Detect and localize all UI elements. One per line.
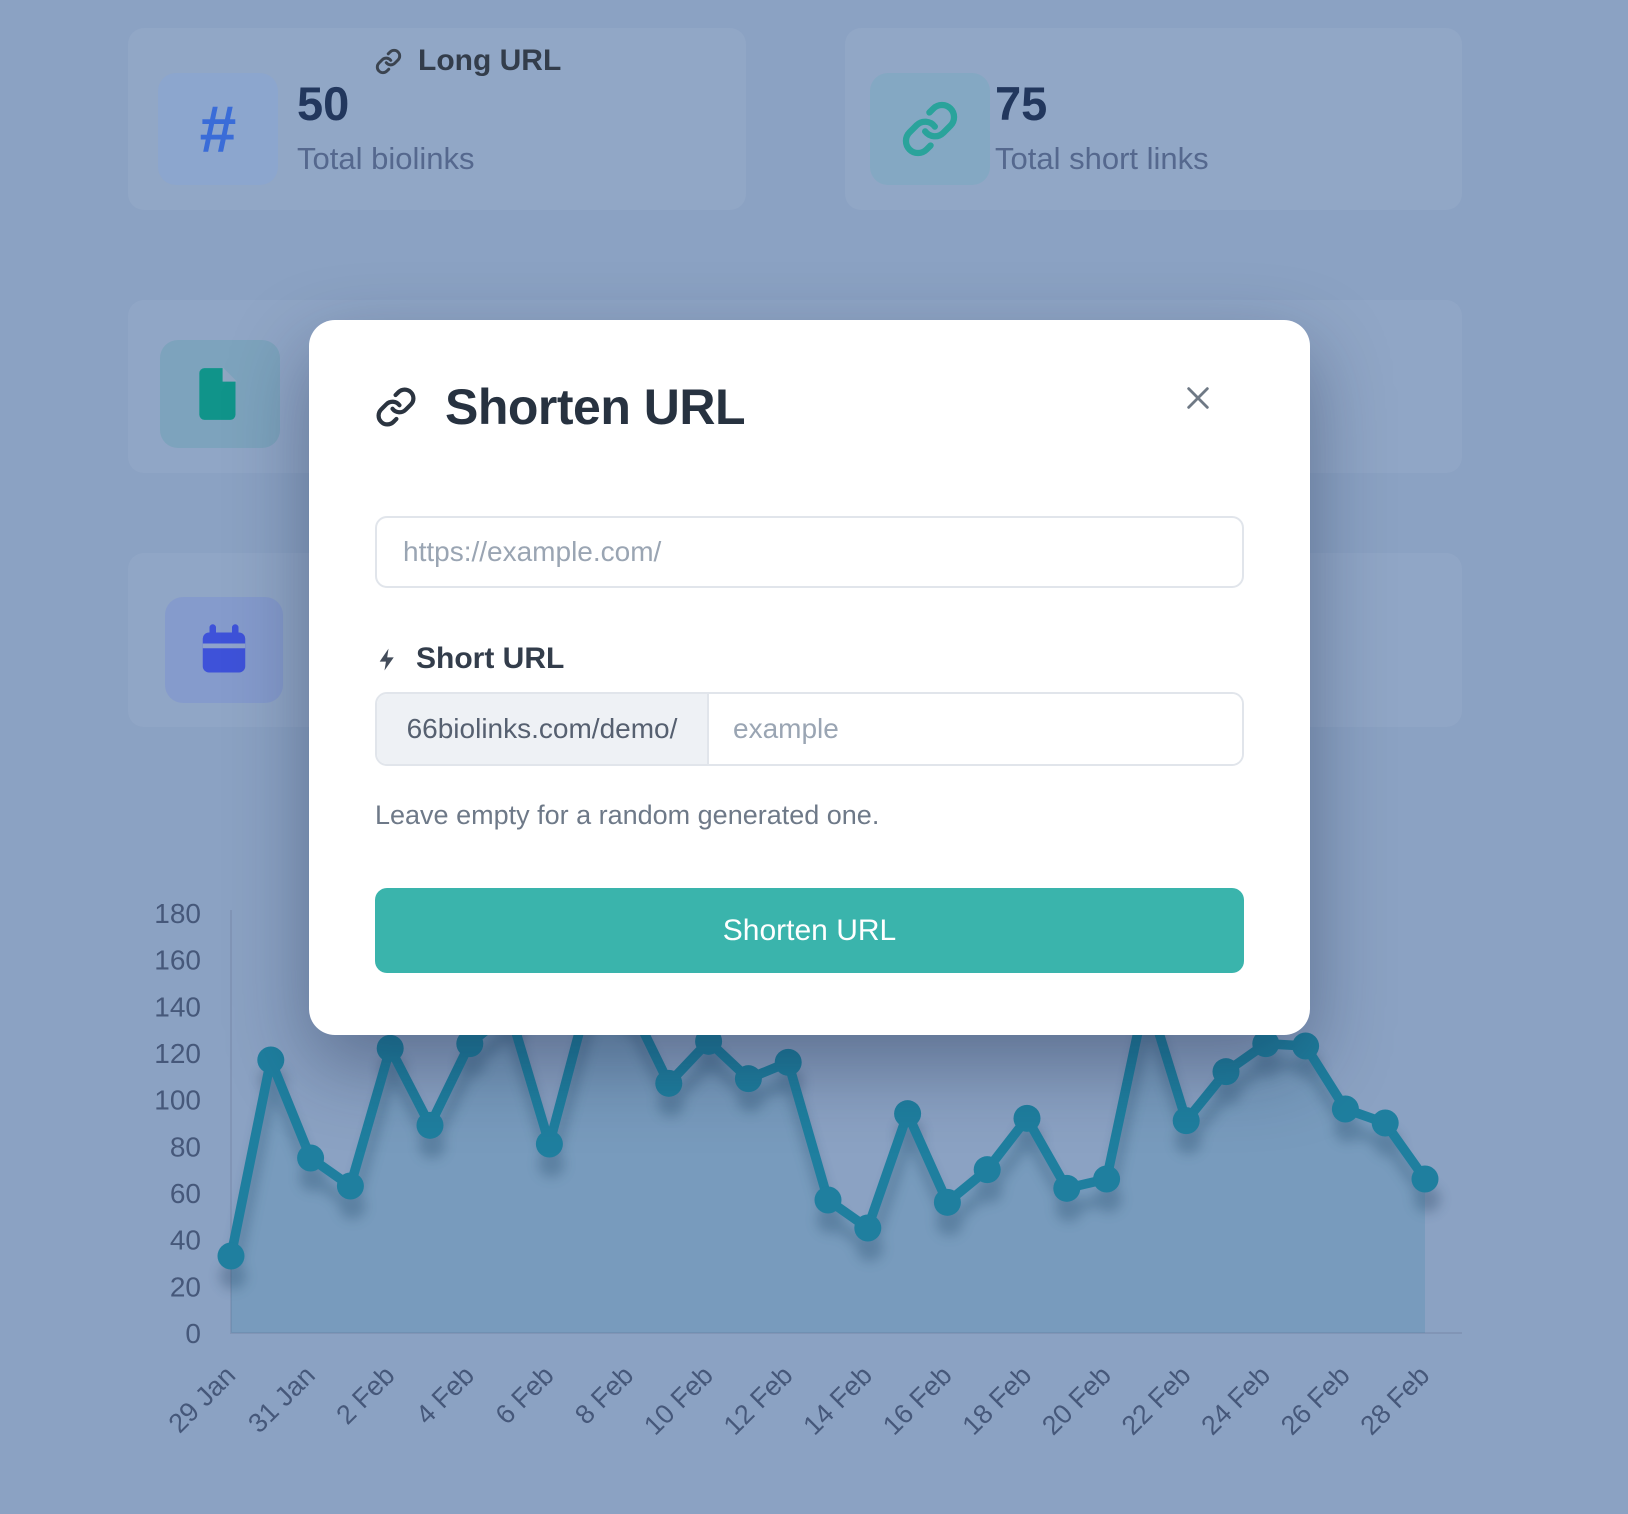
short-url-input-group: 66biolinks.com/demo/ (375, 692, 1244, 766)
stat-label-short-links: Total short links (995, 141, 1209, 176)
short-url-label: Short URL (416, 642, 565, 675)
svg-text:120: 120 (154, 1038, 201, 1069)
svg-text:31 Jan: 31 Jan (242, 1360, 321, 1439)
modal-title: Shorten URL (445, 379, 746, 435)
stat-value-short-links: 75 (995, 77, 1048, 130)
svg-text:26 Feb: 26 Feb (1275, 1360, 1356, 1440)
short-url-prefix: 66biolinks.com/demo/ (377, 694, 709, 764)
shorten-url-modal: Shorten URL Long URL (309, 44, 1310, 1035)
document-icon (189, 363, 251, 425)
stat-label-biolinks: Total biolinks (297, 141, 475, 176)
lightning-icon (375, 647, 400, 672)
svg-text:6 Feb: 6 Feb (490, 1360, 560, 1430)
svg-text:2 Feb: 2 Feb (330, 1360, 400, 1430)
svg-text:18 Feb: 18 Feb (957, 1360, 1038, 1440)
clicks-chart[interactable]: 0 20 40 60 80 100 120 140 160 180 29 Jan 31 Jan 2 Fe… (130, 880, 1490, 1441)
link-icon (901, 100, 959, 158)
stat-icon-tile (870, 73, 990, 185)
svg-text:12 Feb: 12 Feb (718, 1360, 799, 1440)
short-url-label-row: Short URL (375, 642, 564, 676)
link-icon (375, 386, 417, 428)
modal-header: Shorten URL (375, 379, 1244, 435)
stat-value-biolinks: 50 (297, 77, 350, 130)
stat-icon-tile: # (158, 73, 278, 185)
short-url-helper-text: Leave empty for a random generated one. (375, 800, 880, 830)
svg-text:140: 140 (154, 991, 201, 1022)
stat-card-short-links: 75 Total short links (845, 28, 1462, 210)
svg-text:40: 40 (170, 1225, 201, 1256)
calendar-icon (194, 620, 254, 680)
close-button[interactable] (1180, 380, 1216, 416)
svg-text:100: 100 (154, 1085, 201, 1116)
long-url-label-row: Long URL (375, 44, 561, 78)
svg-text:29 Jan: 29 Jan (163, 1360, 242, 1439)
svg-text:180: 180 (154, 898, 201, 929)
svg-text:14 Feb: 14 Feb (797, 1360, 878, 1440)
row-icon-tile (165, 597, 283, 703)
long-url-label: Long URL (418, 44, 562, 77)
close-icon (1182, 382, 1214, 414)
shorten-url-submit-button[interactable]: Shorten URL (375, 888, 1244, 973)
long-url-input[interactable] (375, 516, 1244, 588)
hash-icon: # (199, 92, 237, 166)
link-icon (375, 48, 402, 75)
svg-text:8 Feb: 8 Feb (569, 1360, 639, 1430)
row-icon-tile (160, 340, 280, 448)
svg-text:16 Feb: 16 Feb (877, 1360, 958, 1440)
svg-text:28 Feb: 28 Feb (1355, 1360, 1436, 1440)
stat-card-biolinks: # 50 Total biolinks (128, 28, 746, 210)
svg-text:10 Feb: 10 Feb (638, 1360, 719, 1440)
svg-text:80: 80 (170, 1131, 201, 1162)
svg-text:20 Feb: 20 Feb (1036, 1360, 1117, 1440)
svg-text:4 Feb: 4 Feb (410, 1360, 480, 1430)
svg-text:24 Feb: 24 Feb (1195, 1360, 1276, 1440)
svg-text:20: 20 (170, 1271, 201, 1302)
svg-text:22 Feb: 22 Feb (1116, 1360, 1197, 1440)
short-url-input[interactable] (709, 694, 1242, 764)
svg-text:160: 160 (154, 945, 201, 976)
svg-text:60: 60 (170, 1178, 201, 1209)
svg-text:0: 0 (185, 1318, 201, 1349)
visits-chart-svg: 0 20 40 60 80 100 120 140 160 180 29 Jan 31 Jan 2 Fe… (154, 898, 1462, 1441)
